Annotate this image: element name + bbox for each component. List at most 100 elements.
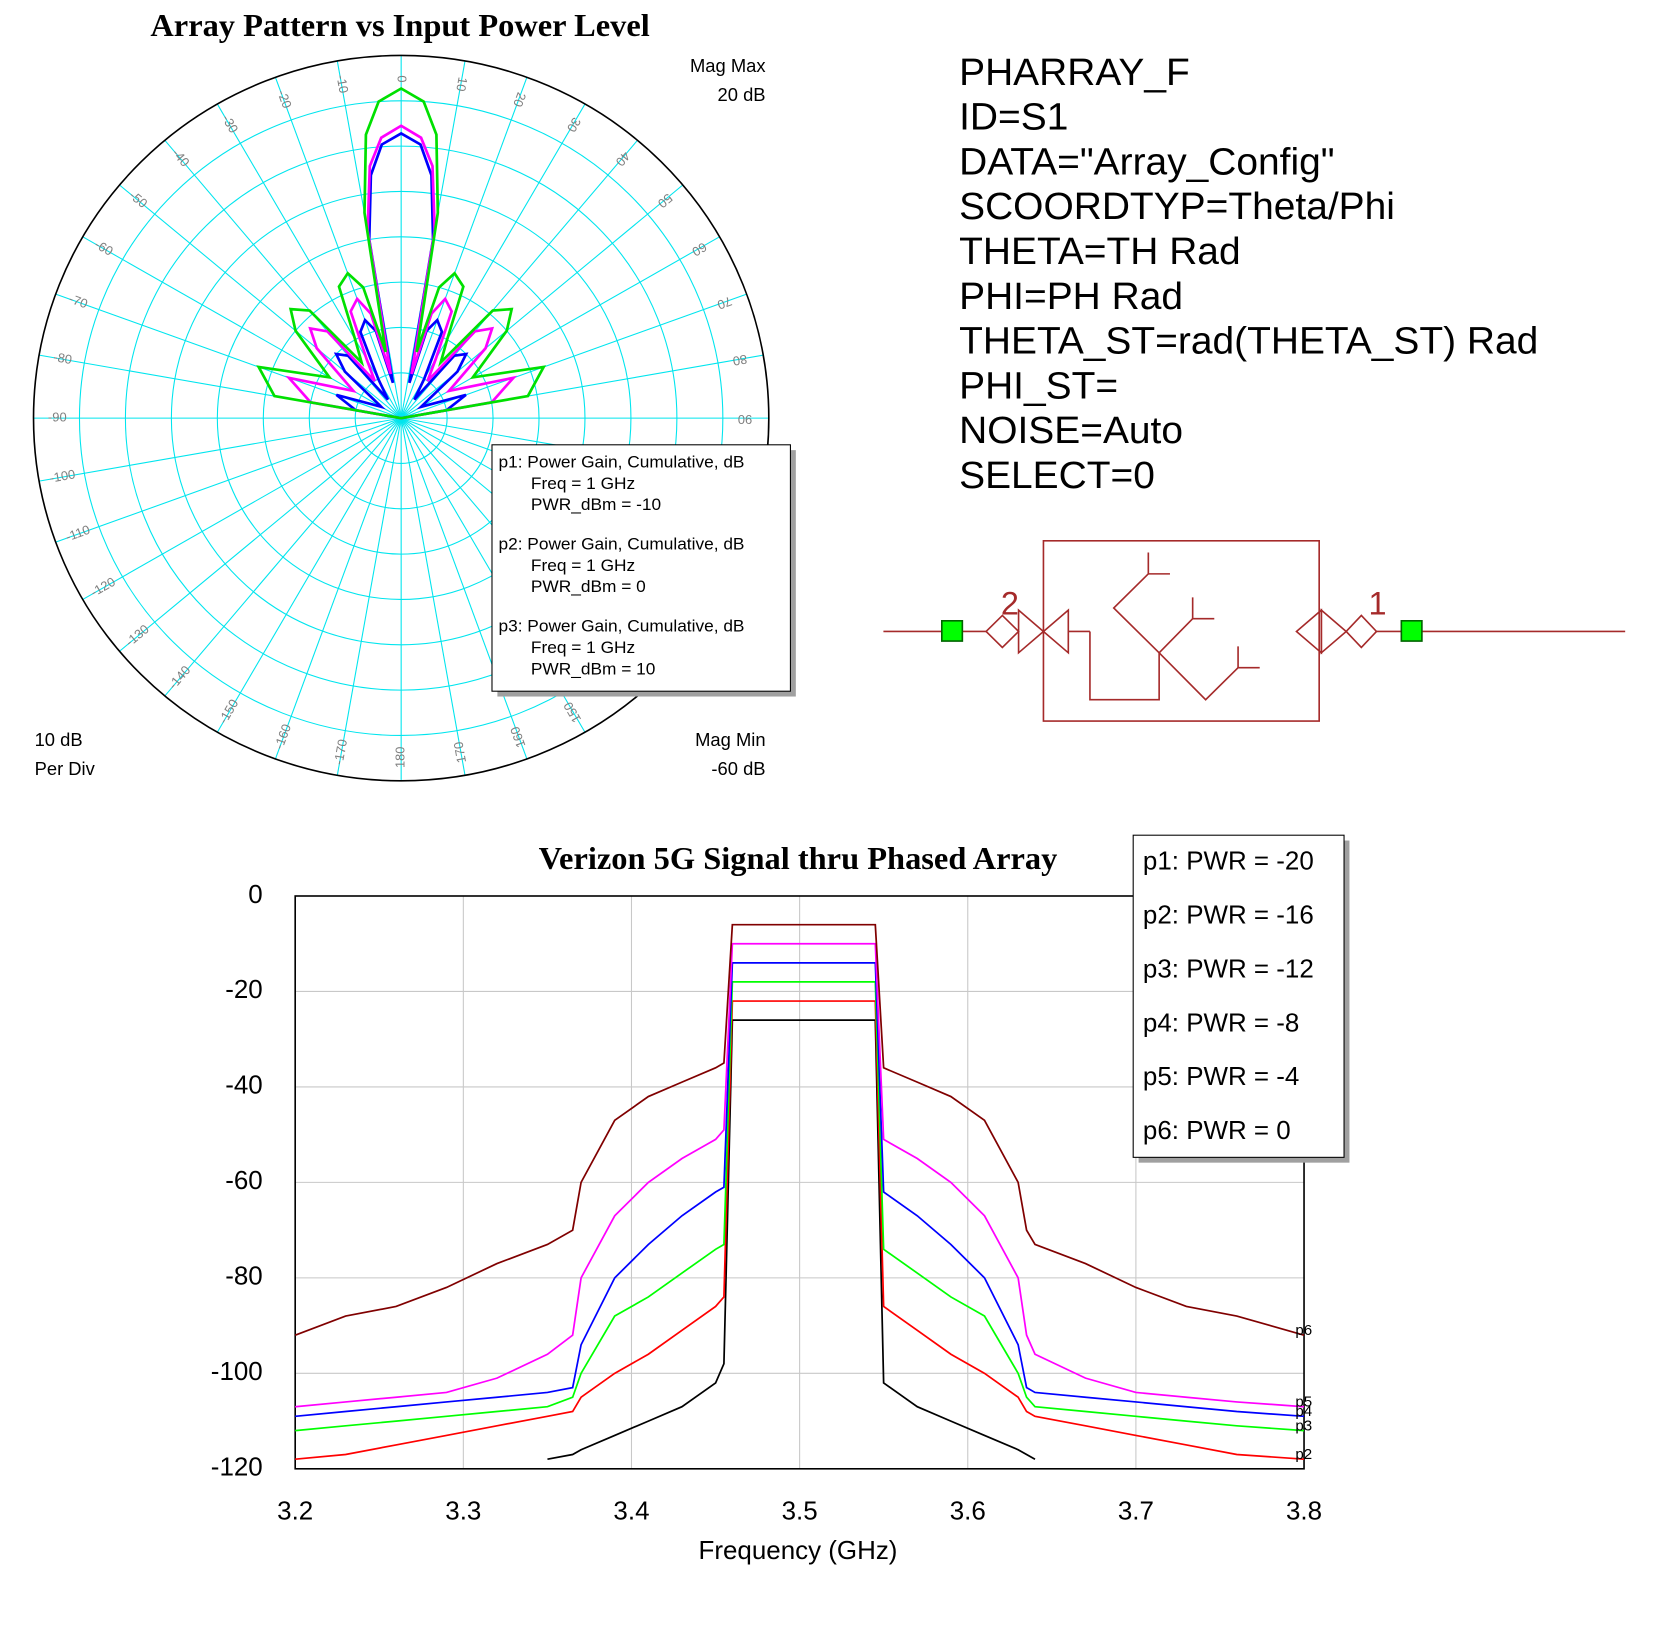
x-tick-label: 3.7 <box>1118 1497 1154 1525</box>
legend-entry: p6: PWR = 0 <box>1143 1117 1291 1145</box>
port-arrow <box>1295 608 1323 655</box>
param-line: ID=S1 <box>959 96 1068 139</box>
angle-tick-label: -160 <box>271 722 294 751</box>
radial-grid-circle <box>170 190 632 646</box>
x-tick-label: 3.6 <box>950 1497 986 1525</box>
legend-entry: PWR_dBm = 10 <box>531 658 655 678</box>
legend-entry: p2: PWR = -16 <box>1143 902 1314 930</box>
param-line: PHARRAY_F <box>959 51 1190 94</box>
legend-entry: PWR_dBm = 0 <box>531 576 646 596</box>
radial-grid-circle <box>78 100 724 736</box>
antenna <box>1191 597 1215 620</box>
mag-min-label: Mag Min <box>695 729 765 750</box>
angle-tick-label: -110 <box>63 522 92 544</box>
antenna <box>1158 618 1194 654</box>
pattern-trace <box>333 131 469 420</box>
angle-tick-label: -120 <box>88 574 118 600</box>
legend-entry: Freq = 1 GHz <box>531 555 635 575</box>
radial-grid-circle <box>32 54 770 782</box>
angle-tick-label: 150 <box>560 699 584 725</box>
legend-entry: p2: Power Gain, Cumulative, dB <box>498 534 744 554</box>
angle-tick-label: -90 <box>48 410 67 425</box>
plot-frame <box>294 895 1305 1470</box>
legend-box <box>1132 834 1345 1158</box>
angle-tick-label: 180 <box>393 747 408 768</box>
antenna <box>1237 646 1260 669</box>
legend-entry: p1: PWR = -20 <box>1143 848 1314 876</box>
series-line <box>294 923 1305 1336</box>
param-line: THETA_ST=rad(THETA_ST) Rad <box>959 320 1538 363</box>
angle-tick-label: -30 <box>219 112 241 135</box>
y-tick-label: -100 <box>211 1358 263 1386</box>
angle-tick-label: 60 <box>689 239 709 259</box>
chart-title: Verizon 5G Signal thru Phased Array <box>539 840 1058 876</box>
angle-tick-label: 30 <box>564 115 584 135</box>
angle-tick-label: -150 <box>215 697 241 727</box>
x-axis-label: Frequency (GHz) <box>699 1537 898 1565</box>
y-tick-label: -120 <box>211 1454 263 1482</box>
antenna <box>1147 552 1170 575</box>
mag-max-value: 20 dB <box>718 84 766 105</box>
pattern-trace <box>285 124 518 420</box>
angle-tick-label: 160 <box>507 725 529 750</box>
x-tick-label: 3.3 <box>445 1497 481 1525</box>
legend-entry: p5: PWR = -4 <box>1143 1063 1299 1091</box>
legend-entry: PWR_dBm = -10 <box>531 494 661 514</box>
port-node <box>940 620 964 642</box>
x-tick-label: 3.4 <box>613 1497 649 1525</box>
y-tick-label: -40 <box>225 1072 263 1100</box>
mag-min-value: -60 dB <box>711 758 765 779</box>
angle-tick-label: -60 <box>92 237 116 259</box>
angle-tick-label: -80 <box>52 349 73 367</box>
angle-tick-label: -20 <box>274 88 295 110</box>
x-tick-label: 3.2 <box>277 1497 313 1525</box>
series-line <box>295 1000 1305 1461</box>
port-arrow <box>1320 608 1348 655</box>
end-label: p3 <box>1295 1417 1312 1434</box>
port-node <box>1400 620 1423 642</box>
param-line: SELECT=0 <box>959 454 1155 497</box>
antenna <box>1158 652 1239 701</box>
legend-box <box>491 444 791 692</box>
angle-tick-label: -100 <box>48 466 76 485</box>
radial-grid-circle <box>124 145 678 691</box>
angle-tick-label: 90 <box>738 412 752 427</box>
legend-entry: p1: Power Gain, Cumulative, dB <box>498 452 744 472</box>
legend-entry: p3: Power Gain, Cumulative, dB <box>498 616 744 636</box>
angle-tick-label: -170 <box>331 738 350 766</box>
angle-tick-label: 170 <box>450 741 469 765</box>
y-tick-label: -20 <box>225 976 263 1004</box>
mag-max-label: Mag Max <box>690 55 766 76</box>
y-tick-label: -60 <box>225 1167 263 1195</box>
end-label: p5 <box>1295 1394 1312 1411</box>
wire <box>1089 631 1160 701</box>
end-label: p2 <box>1295 1446 1312 1463</box>
legend-entry: p3: PWR = -12 <box>1143 956 1314 984</box>
x-tick-label: 3.5 <box>782 1497 818 1525</box>
port-diamond <box>1345 614 1378 649</box>
radial-grid-circle <box>216 236 586 600</box>
angle-tick-label: 80 <box>732 352 749 369</box>
param-line: NOISE=Auto <box>959 409 1183 452</box>
series-line <box>295 962 1305 1418</box>
end-label: p6 <box>1295 1322 1312 1339</box>
angle-tick-label: 10 <box>453 76 470 93</box>
y-tick-label: -80 <box>225 1263 263 1291</box>
angle-tick-label: 0 <box>395 75 410 82</box>
legend-entry: Freq = 1 GHz <box>531 637 635 657</box>
param-line: SCOORDTYP=Theta/Phi <box>959 185 1395 228</box>
x-tick-label: 3.8 <box>1286 1497 1322 1525</box>
series-line <box>295 942 1305 1408</box>
param-line: PHI_ST= <box>959 365 1118 408</box>
param-line: PHI=PH Rad <box>959 275 1183 318</box>
series-line <box>547 1019 1036 1461</box>
y-tick-label: 0 <box>248 881 262 909</box>
port-label: 2 <box>1001 586 1019 622</box>
per-div-value: 10 dB <box>35 729 83 750</box>
angle-tick-label: 20 <box>510 91 529 109</box>
angle-tick-label: 70 <box>715 294 734 313</box>
param-line: DATA="Array_Config" <box>959 141 1335 184</box>
per-div-label: Per Div <box>35 758 96 779</box>
